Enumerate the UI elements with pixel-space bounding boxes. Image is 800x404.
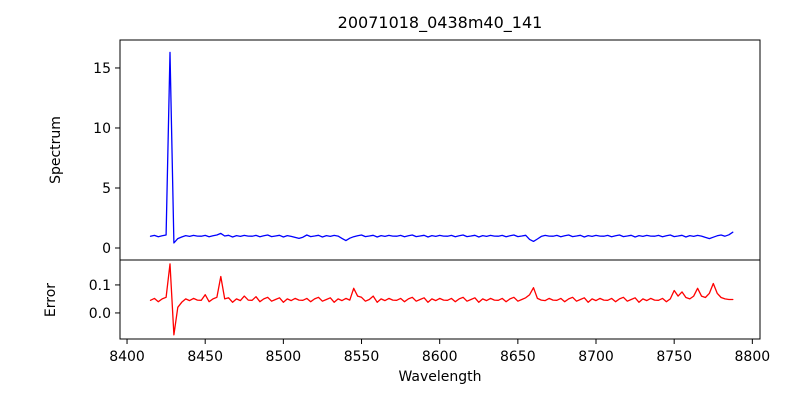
error-line [149, 263, 734, 336]
spectrum-panel-frame [119, 39, 761, 261]
x-axis: 8400 8450 8500 8550 8600 8650 8700 8750 8800 [109, 339, 770, 365]
spectrum-line [149, 51, 734, 244]
x-tick-label: 8500 [266, 349, 302, 365]
y-tick-label: 0 [102, 241, 111, 257]
x-tick-label: 8400 [109, 349, 145, 365]
spectrum-panel: 0 5 10 15 [93, 39, 761, 261]
x-tick-label: 8650 [500, 349, 536, 365]
y-tick-label: 15 [93, 61, 111, 77]
chart-title: 20071018_0438m40_141 [338, 13, 543, 33]
error-y-axis-label: Error [43, 283, 59, 317]
x-tick-label: 8700 [578, 349, 614, 365]
error-panel: 0.0 0.1 [89, 259, 761, 340]
x-tick-label: 8550 [344, 349, 380, 365]
x-tick-label: 8750 [656, 349, 692, 365]
x-tick-label: 8450 [187, 349, 223, 365]
y-tick-label: 0.1 [89, 278, 111, 294]
y-tick-label: 5 [102, 181, 111, 197]
spectrum-y-axis-label: Spectrum [48, 116, 64, 184]
y-tick-label: 10 [93, 121, 111, 137]
x-tick-label: 8800 [735, 349, 771, 365]
y-tick-label: 0.0 [89, 306, 111, 322]
x-axis-label: Wavelength [398, 369, 481, 385]
x-tick-label: 8600 [422, 349, 458, 365]
